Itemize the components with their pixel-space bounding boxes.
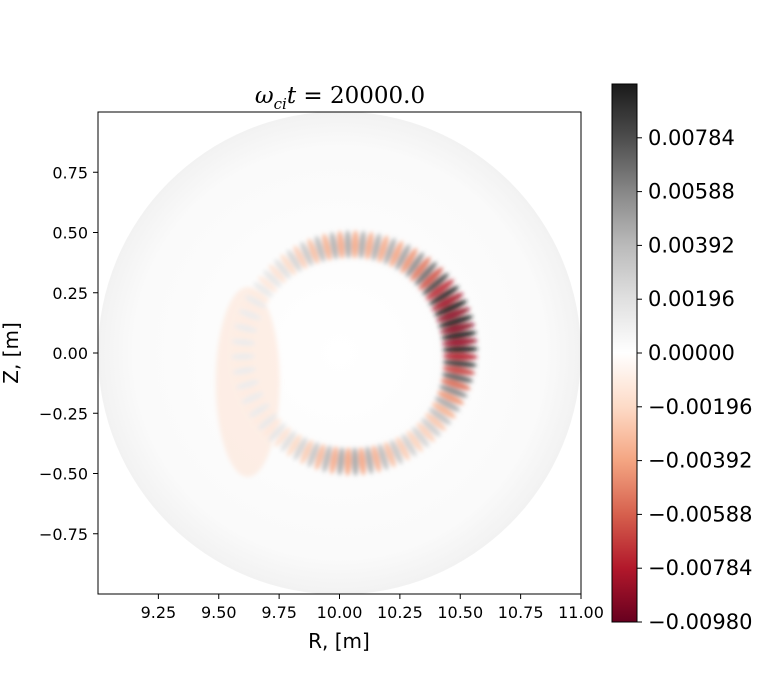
colorbar: 0.00784 0.00588 0.00392 0.00196 0.00000 −0.00… <box>611 83 752 634</box>
colorbar-gradient <box>612 84 637 622</box>
x-tick-label: 10.50 <box>437 603 483 622</box>
colorbar-tick-label: −0.00196 <box>648 395 752 419</box>
colorbar-tick-label: −0.00980 <box>648 610 752 634</box>
y-tick-label: 0.25 <box>52 284 88 303</box>
chart-title: ωcit = 20000.0 <box>255 83 425 113</box>
colorbar-tick-label: 0.00588 <box>648 180 735 204</box>
plot-area: 9.25 9.50 9.75 10.00 10.25 10.50 10.75 11.00 0.… <box>39 111 604 622</box>
y-axis-ticks: 0.75 0.50 0.25 0.00 −0.25 −0.50 −0.75 <box>39 163 98 544</box>
heatmap-field <box>215 230 479 477</box>
y-axis-label: Z, [m] <box>0 322 23 384</box>
colorbar-tick-label: −0.00392 <box>648 449 752 473</box>
colorbar-tick-label: 0.00784 <box>648 126 735 150</box>
x-tick-label: 9.50 <box>201 603 237 622</box>
colorbar-tick-label: 0.00196 <box>648 287 735 311</box>
x-tick-label: 9.75 <box>261 603 297 622</box>
y-tick-label: 0.75 <box>52 163 88 182</box>
y-tick-label: 0.00 <box>52 344 88 363</box>
colorbar-tick-label: 0.00392 <box>648 233 735 257</box>
colorbar-tick-label: 0.00000 <box>648 341 735 365</box>
x-axis-label: R, [m] <box>308 629 370 653</box>
y-tick-label: −0.75 <box>39 525 88 544</box>
y-tick-label: −0.25 <box>39 404 88 423</box>
colorbar-ticks: 0.00784 0.00588 0.00392 0.00196 0.00000 −0.00… <box>637 126 752 634</box>
colorbar-tick-label: −0.00588 <box>648 502 752 526</box>
x-tick-label: 9.25 <box>141 603 177 622</box>
x-tick-label: 10.25 <box>377 603 423 622</box>
y-tick-label: −0.50 <box>39 465 88 484</box>
colorbar-tick-label: −0.00784 <box>648 556 752 580</box>
y-tick-label: 0.50 <box>52 224 88 243</box>
x-tick-label: 10.75 <box>498 603 544 622</box>
x-axis-ticks: 9.25 9.50 9.75 10.00 10.25 10.50 10.75 11.00 <box>141 594 604 622</box>
poloidal-domain <box>98 112 581 594</box>
x-tick-label: 11.00 <box>558 603 604 622</box>
x-tick-label: 10.00 <box>317 603 363 622</box>
